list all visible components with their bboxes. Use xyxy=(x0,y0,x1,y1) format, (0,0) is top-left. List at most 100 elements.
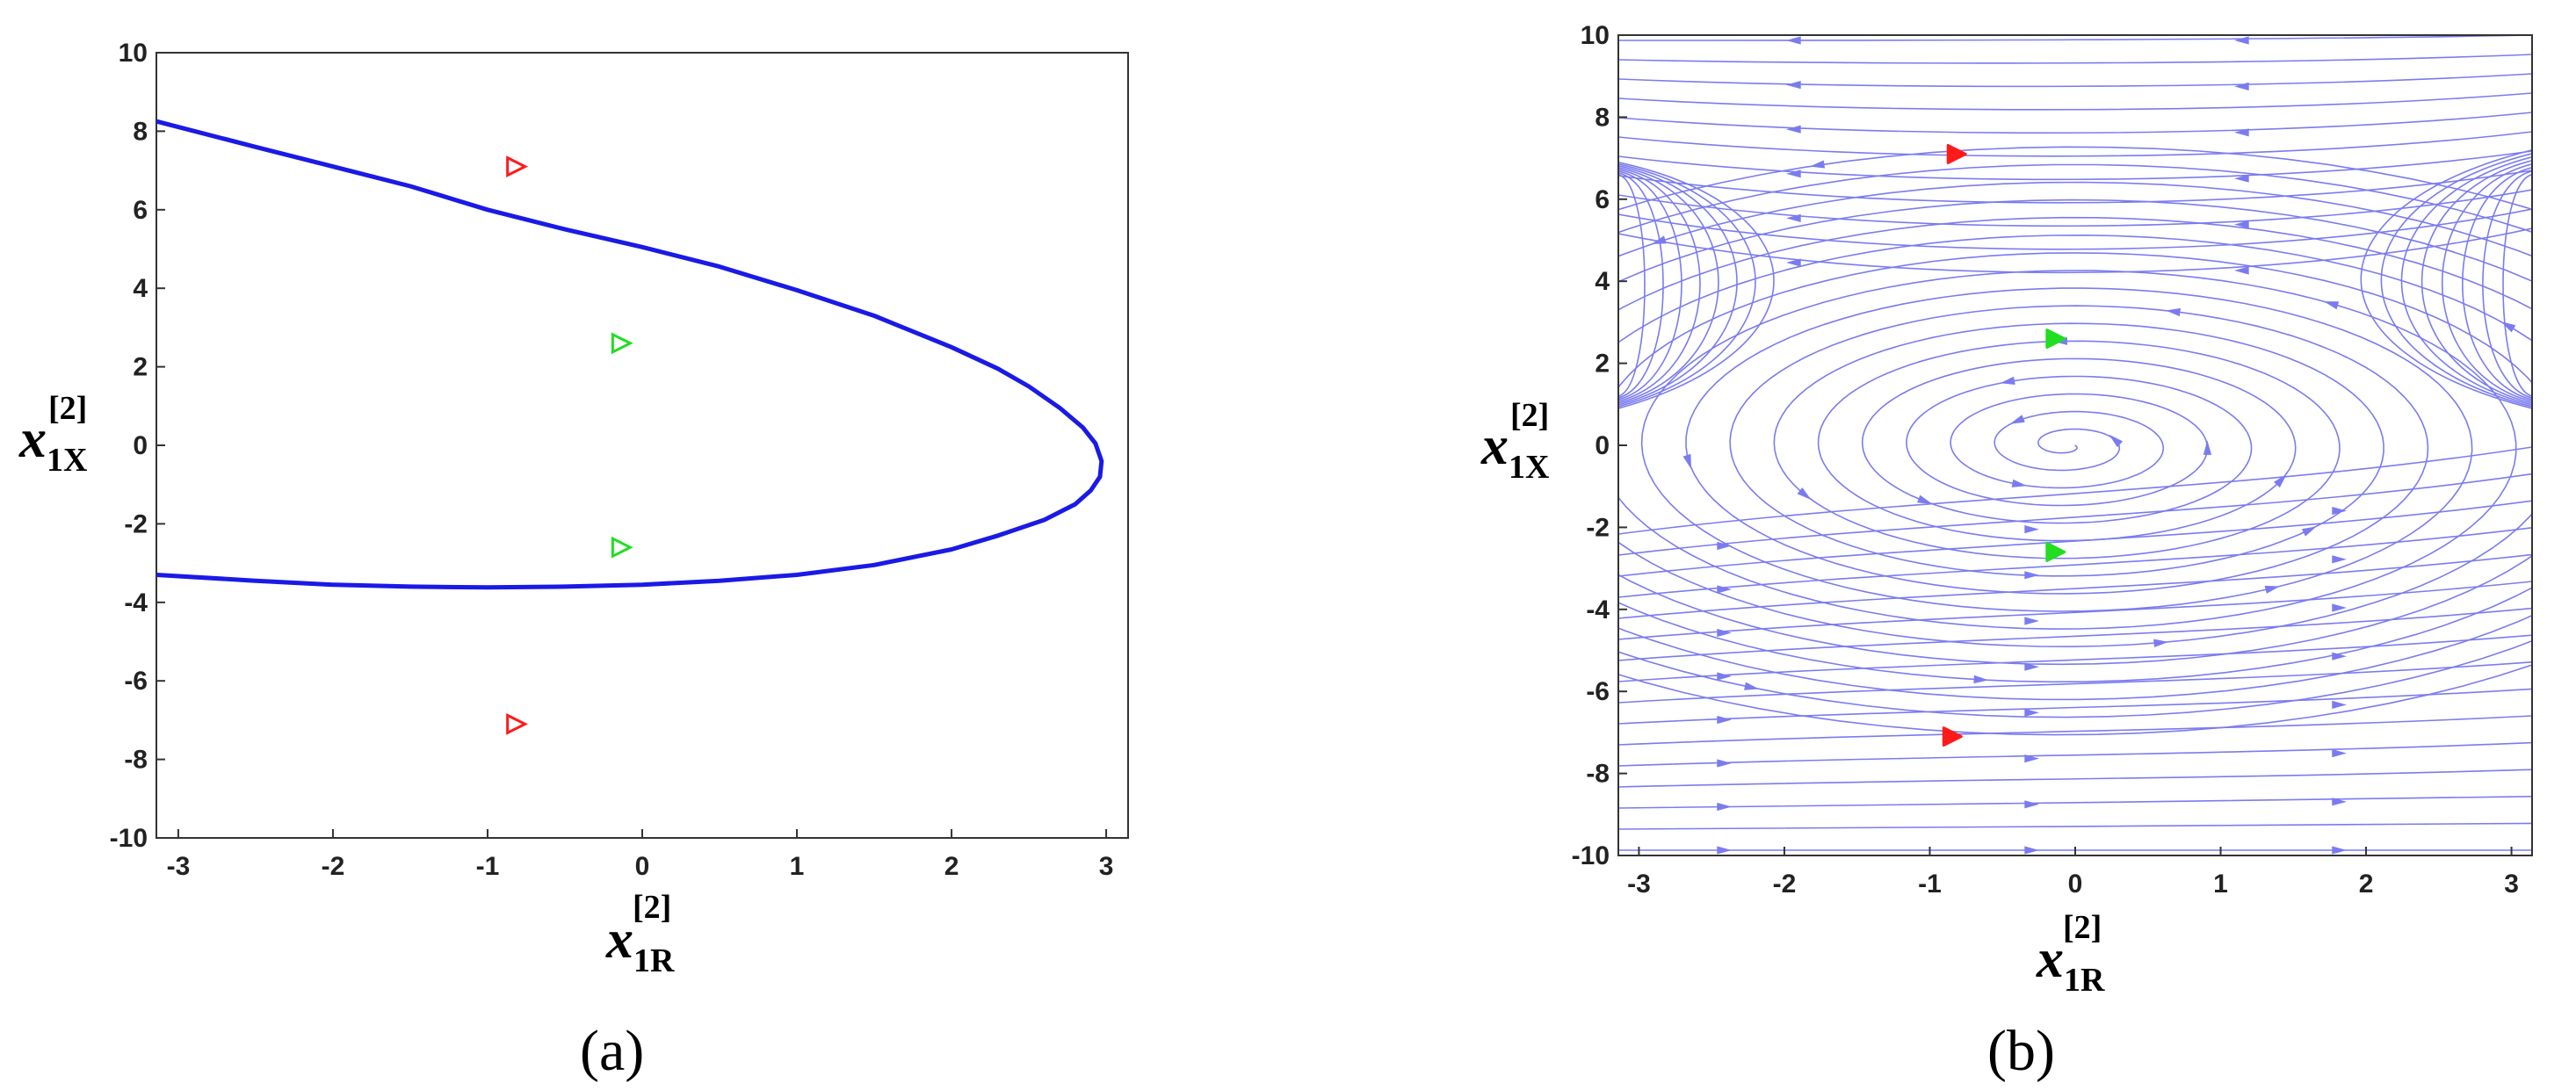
flow-arrow xyxy=(2234,266,2249,275)
panel-b-markers xyxy=(1942,143,2066,747)
panel-b-x-ticks: -3 -2 -1 0 1 2 3 xyxy=(1627,847,2519,899)
saddle-marker xyxy=(506,155,529,178)
panel-a-xtick-label: -3 xyxy=(167,852,191,881)
panel-b-xtick-label: 1 xyxy=(2213,870,2228,899)
flow-arrow xyxy=(1717,759,1732,768)
panel-b-xlabel: x1R xyxy=(2036,929,2105,999)
flow-arrow xyxy=(1717,585,1732,594)
panel-b-ytick-label: 2 xyxy=(1595,350,1610,379)
lower-streamline xyxy=(1618,553,2532,619)
panel-b-ytick-label: 6 xyxy=(1595,185,1610,214)
panel-a-xtick-label: 3 xyxy=(1099,852,1114,881)
lower-streamline xyxy=(1618,741,2532,767)
left-lobe-streamline xyxy=(1618,162,1756,408)
flow-arrow xyxy=(1797,487,1812,501)
panel-a-ytick-label: 4 xyxy=(133,274,148,303)
flow-arrow xyxy=(2264,585,2280,594)
panel-b-y-ticks: -10 -8 -6 -4 -2 0 2 4 6 8 10 xyxy=(1572,21,1627,870)
equilibrium-curve xyxy=(156,119,1104,590)
upper-streamline xyxy=(1618,112,2532,134)
flow-arrow xyxy=(1786,170,1801,178)
panel-b-xtick-label: 2 xyxy=(2359,870,2374,899)
panel-b-ytick-label: -10 xyxy=(1572,841,1610,870)
lower-streamline xyxy=(1618,473,2532,556)
flow-arrow xyxy=(1717,541,1732,551)
panel-a-label: (a) xyxy=(580,1019,644,1083)
lower-streamline xyxy=(1618,796,2532,809)
upper-streamline xyxy=(1618,170,2532,204)
flow-arrow xyxy=(2024,800,2039,809)
panel-a-ytick-label: -4 xyxy=(124,588,148,617)
upper-streamline xyxy=(1618,92,2532,111)
upper-streamline xyxy=(1618,208,2532,250)
panel-a-ytick-label: -8 xyxy=(124,746,148,775)
left-lobe-streamline xyxy=(1618,172,1664,399)
lower-streamline xyxy=(1618,769,2532,788)
panel-a-curve-layer xyxy=(156,119,1104,590)
center-marker xyxy=(611,332,633,355)
panel-a-ytick-label: -6 xyxy=(124,667,148,696)
lower-streamline xyxy=(1618,581,2532,640)
upper-streamline xyxy=(1618,54,2532,64)
right-lobe-streamline xyxy=(2360,149,2532,409)
flow-arrow xyxy=(2234,36,2249,45)
right-lobe-streamline xyxy=(2482,170,2532,399)
panel-b-ylabel-symbol: x xyxy=(1480,416,1509,476)
flow-arrow xyxy=(2332,798,2347,806)
flow-arrow xyxy=(2024,525,2039,534)
lower-streamline xyxy=(1618,500,2532,577)
panel-a-xlabel-sub: 1R xyxy=(633,942,675,979)
flow-arrow xyxy=(1651,235,1667,244)
panel-b-xlabel-sup: [2] xyxy=(2063,909,2102,946)
flow-arrow xyxy=(2024,662,2039,671)
flow-arrow xyxy=(2332,555,2347,564)
panel-b-xtick-label: -1 xyxy=(1918,870,1942,899)
panel-a-xtick-label: 2 xyxy=(944,852,959,881)
left-lobe-streamline xyxy=(1618,166,1719,404)
flow-arrow xyxy=(2332,603,2347,612)
flow-arrow xyxy=(2109,434,2124,448)
panel-b-streamlines xyxy=(1618,35,2532,851)
left-lobe-streamline xyxy=(1618,164,1738,406)
panel-b-ylabel-sup: [2] xyxy=(1510,397,1549,434)
upper-streamline xyxy=(1618,35,2532,41)
panel-a-markers xyxy=(506,155,633,735)
left-lobe-streamline xyxy=(1618,174,1646,397)
panel-a-xlabel-sup: [2] xyxy=(633,889,671,926)
flow-arrow xyxy=(1717,846,1732,855)
panel-a-xtick-label: -2 xyxy=(322,852,345,881)
flow-arrow xyxy=(2000,376,2015,385)
flow-arrow xyxy=(2234,220,2249,229)
panel-a-ytick-label: -2 xyxy=(124,509,148,538)
flow-arrow xyxy=(1786,81,1801,90)
flow-arrow xyxy=(2203,440,2212,455)
panel-a-ylabel-sub: 1X xyxy=(47,442,87,479)
flow-arrow xyxy=(2323,301,2340,310)
flow-arrow xyxy=(1786,258,1801,267)
saddle-marker xyxy=(1946,143,1967,164)
flow-arrow xyxy=(2332,507,2347,516)
panel-a-y-ticks: -10 -8 -6 -4 -2 0 2 4 6 8 10 xyxy=(110,39,165,853)
panel-b-ytick-label: 4 xyxy=(1595,267,1610,296)
flow-arrow xyxy=(2024,571,2039,580)
upper-streamline xyxy=(1618,131,2532,157)
left-lobe-streamline xyxy=(1618,170,1682,401)
panel-b-xtick-label: -3 xyxy=(1627,870,1651,899)
right-lobe-streamline xyxy=(2502,174,2532,397)
panel-b-ytick-label: 0 xyxy=(1595,431,1610,460)
flow-arrow xyxy=(1585,319,1600,330)
flow-arrow xyxy=(2234,174,2249,183)
panel-b-ytick-label: -2 xyxy=(1586,513,1610,542)
flow-arrow xyxy=(1973,675,1989,684)
panel-a-plot-frame xyxy=(156,52,1129,839)
panel-a-ytick-label: 0 xyxy=(133,431,148,460)
lower-streamline xyxy=(1618,688,2532,725)
panel-a-ylabel-sup: [2] xyxy=(48,390,87,427)
flow-arrow xyxy=(1717,802,1732,812)
flow-arrow xyxy=(1604,395,1615,410)
flow-arrow xyxy=(2332,846,2347,855)
flow-arrow xyxy=(2301,526,2317,537)
spiral-streamline xyxy=(1618,146,2532,736)
flow-arrow xyxy=(2332,749,2347,758)
panel-a-ylabel: x1X xyxy=(18,409,87,479)
